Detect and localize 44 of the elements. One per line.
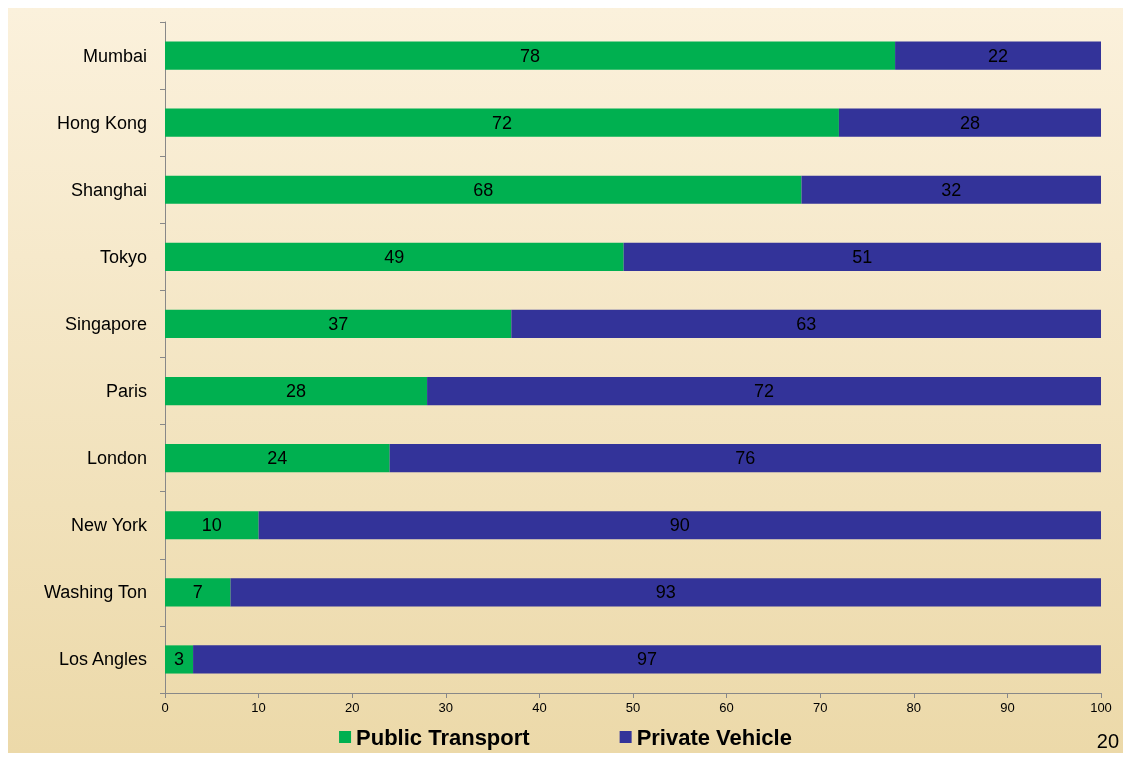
x-tick-label: 80 — [906, 700, 922, 715]
data-label: 22 — [988, 45, 1009, 66]
data-label: 97 — [637, 649, 658, 670]
legend-label: Public Transport — [356, 724, 531, 750]
data-label: 72 — [491, 112, 512, 133]
x-tick-label: 40 — [532, 700, 547, 715]
data-label: 76 — [735, 448, 756, 469]
data-label: 49 — [384, 246, 405, 267]
y-tick-label: Washing Ton — [43, 582, 147, 603]
x-tick-label: 20 — [344, 700, 360, 715]
x-tick-label: 0 — [161, 700, 169, 715]
y-tick-label: Mumbai — [82, 45, 147, 66]
x-tick-label: 10 — [251, 700, 266, 715]
x-tick-label: 60 — [719, 700, 734, 715]
data-label: 7 — [192, 582, 203, 603]
y-tick-label: Shanghai — [70, 179, 147, 200]
text: 20 — [1096, 730, 1119, 752]
data-label: 10 — [201, 515, 222, 536]
data-label: 28 — [286, 381, 307, 402]
y-tick-label: Paris — [105, 381, 147, 402]
data-label: 37 — [328, 313, 349, 334]
x-tick-label: 70 — [812, 700, 828, 715]
data-label: 3 — [174, 649, 185, 670]
y-tick-label: Tokyo — [99, 246, 147, 267]
data-label: 51 — [852, 246, 873, 267]
y-tick-label: London — [86, 448, 147, 469]
data-label: 93 — [655, 582, 676, 603]
data-label: 68 — [473, 179, 494, 200]
legend-label: Private Vehicle — [636, 724, 792, 750]
x-tick-label: 50 — [625, 700, 641, 715]
data-label: 63 — [796, 313, 817, 334]
data-label: 72 — [754, 381, 775, 402]
y-tick-label: Los Angles — [58, 649, 147, 670]
y-tick-label: Singapore — [64, 313, 147, 334]
data-label: 90 — [669, 515, 690, 536]
data-label: 24 — [267, 448, 288, 469]
data-label: 28 — [959, 112, 980, 133]
data-label: 78 — [520, 45, 541, 66]
x-tick-label: 90 — [1000, 700, 1015, 715]
y-tick-label: Hong Kong — [56, 112, 147, 133]
x-tick-label: 100 — [1090, 700, 1112, 715]
y-tick-label: New York — [70, 515, 148, 536]
x-tick-label: 30 — [438, 700, 454, 715]
data-label: 32 — [941, 179, 962, 200]
